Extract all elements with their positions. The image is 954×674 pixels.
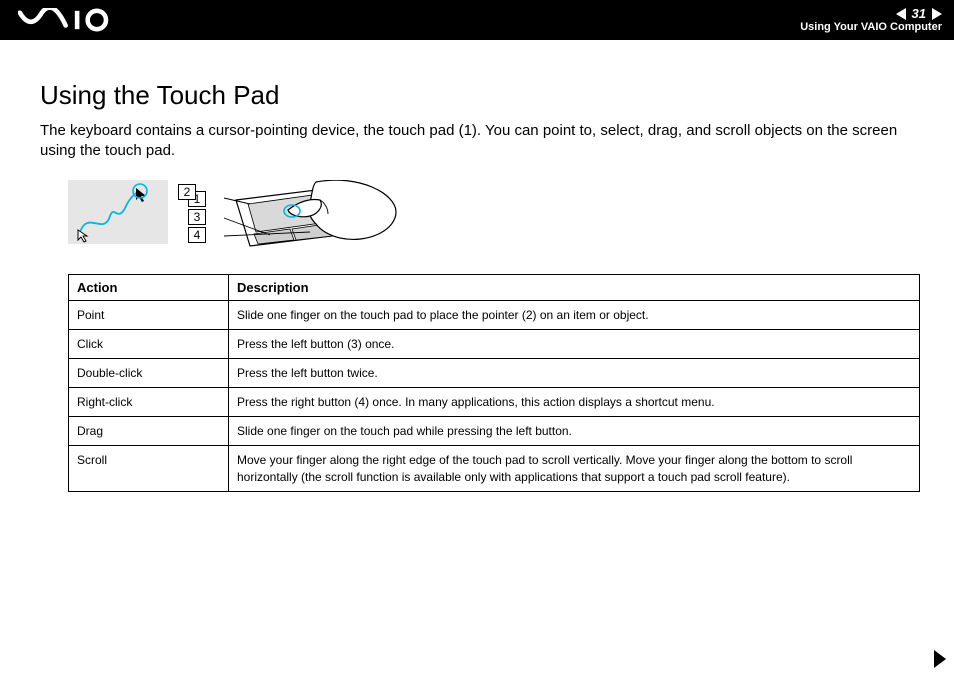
prev-page-icon[interactable] (896, 8, 906, 20)
description-cell: Move your finger along the right edge of… (229, 446, 920, 491)
action-cell: Double-click (69, 358, 229, 387)
action-cell: Right-click (69, 388, 229, 417)
table-header-row: Action Description (69, 274, 920, 300)
page: 31 Using Your VAIO Computer Using the To… (0, 0, 954, 674)
callout-4: 4 (188, 227, 206, 243)
description-cell: Slide one finger on the touch pad while … (229, 417, 920, 446)
vaio-logo (18, 0, 128, 40)
page-number: 31 (912, 7, 926, 21)
col-description: Description (229, 274, 920, 300)
page-title: Using the Touch Pad (40, 80, 918, 111)
action-cell: Scroll (69, 446, 229, 491)
header-bar: 31 Using Your VAIO Computer (0, 0, 954, 40)
table-row: Click Press the left button (3) once. (69, 329, 920, 358)
description-cell: Press the left button (3) once. (229, 329, 920, 358)
next-page-corner-icon[interactable] (934, 650, 946, 668)
touchpad-illustration (220, 180, 400, 258)
screen-illustration: 2 (68, 180, 168, 244)
intro-text: The keyboard contains a cursor-pointing … (40, 121, 918, 162)
table-row: Point Slide one finger on the touch pad … (69, 300, 920, 329)
breadcrumb: Using Your VAIO Computer (800, 21, 942, 33)
table-row: Double-click Press the left button twice… (69, 358, 920, 387)
header-right: 31 Using Your VAIO Computer (800, 0, 942, 40)
table-row: Scroll Move your finger along the right … (69, 446, 920, 491)
callout-3: 3 (188, 209, 206, 225)
action-cell: Point (69, 300, 229, 329)
next-page-icon[interactable] (932, 8, 942, 20)
table-row: Right-click Press the right button (4) o… (69, 388, 920, 417)
col-action: Action (69, 274, 229, 300)
description-cell: Press the right button (4) once. In many… (229, 388, 920, 417)
action-cell: Click (69, 329, 229, 358)
actions-table: Action Description Point Slide one finge… (68, 274, 920, 492)
table-row: Drag Slide one finger on the touch pad w… (69, 417, 920, 446)
callout-2: 2 (178, 184, 196, 200)
description-cell: Slide one finger on the touch pad to pla… (229, 300, 920, 329)
content: Using the Touch Pad The keyboard contain… (0, 40, 954, 492)
description-cell: Press the left button twice. (229, 358, 920, 387)
illustration-row: 2 1 3 4 (68, 180, 918, 258)
action-cell: Drag (69, 417, 229, 446)
page-nav: 31 (896, 7, 942, 21)
